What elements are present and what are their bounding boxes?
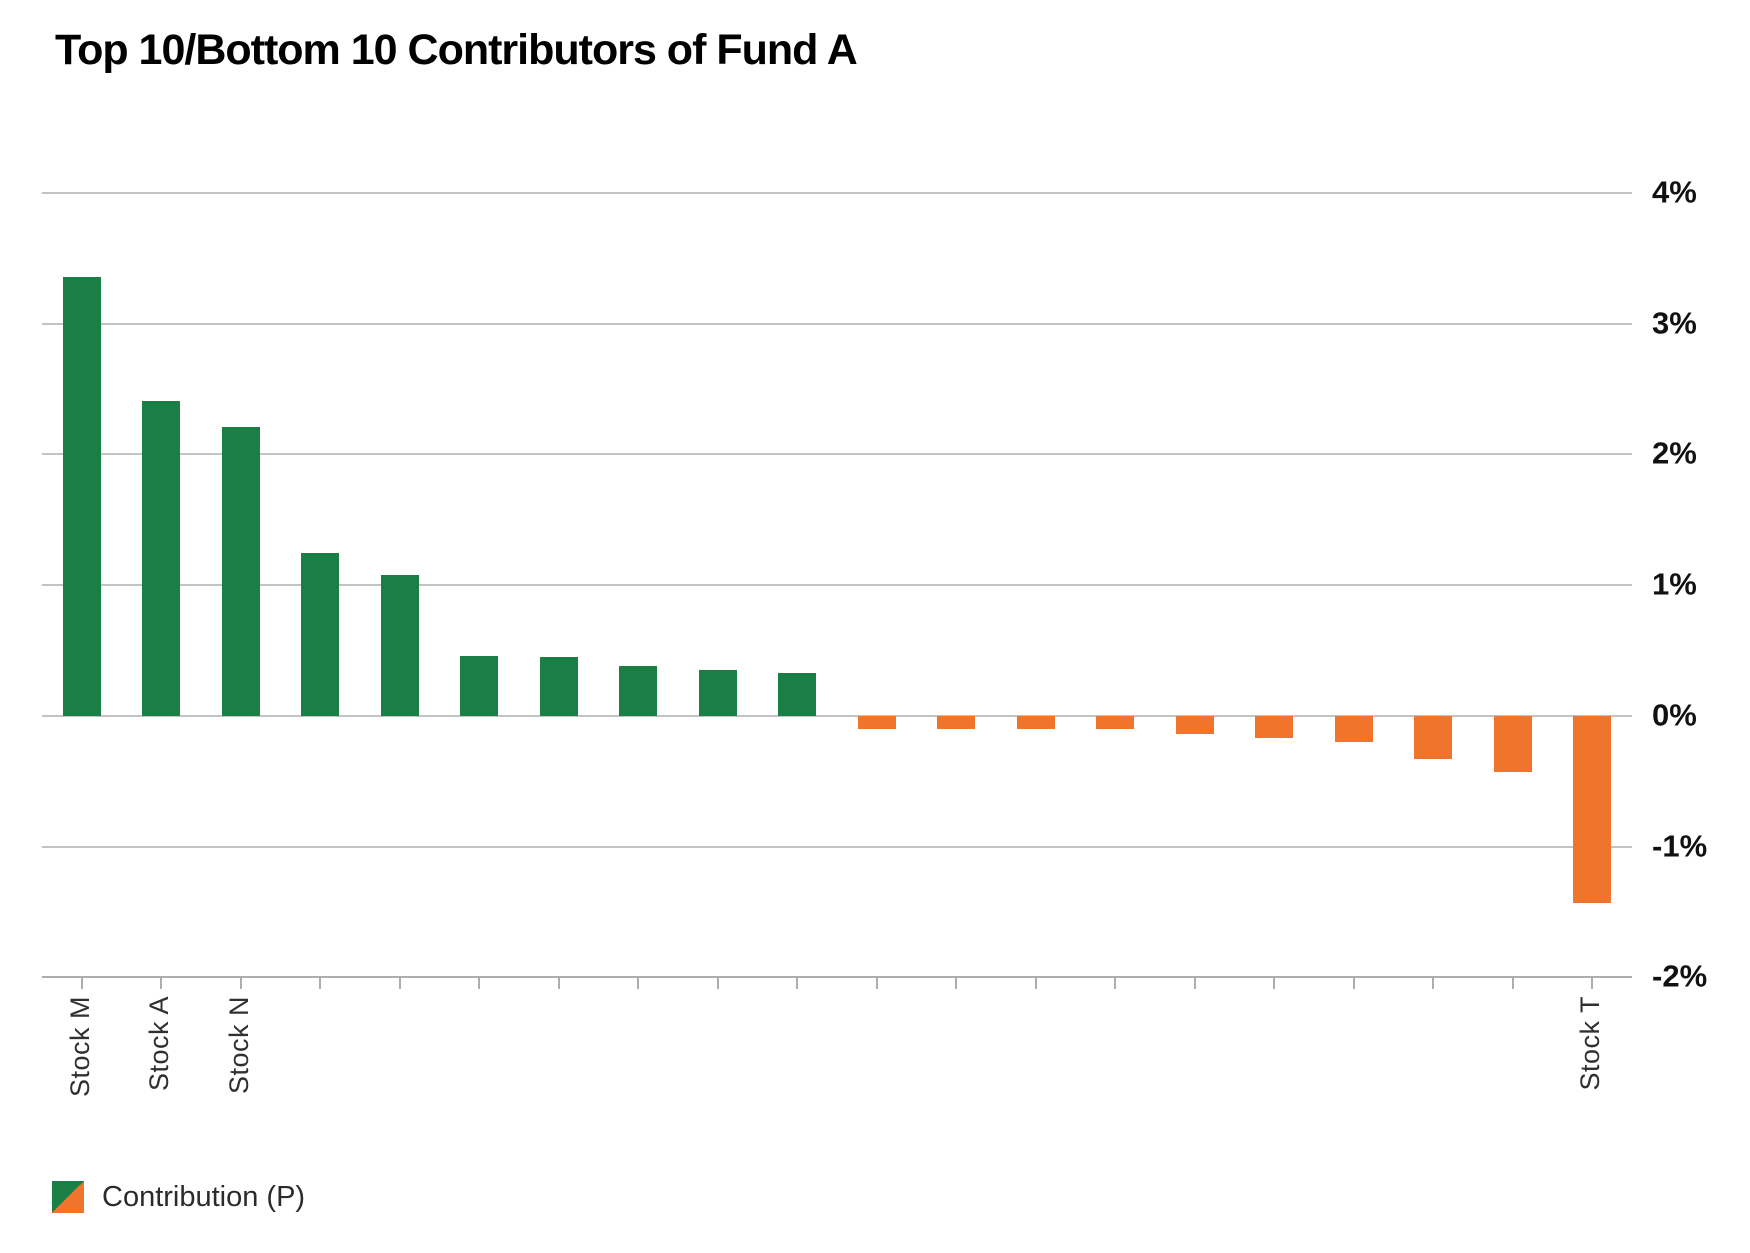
xtick-16 [1273,977,1276,989]
xtick-9 [716,977,719,989]
xtick-13 [1034,977,1037,989]
bar-4 [301,552,340,716]
bar-20-stock-t [1573,715,1612,903]
bar-17 [1334,715,1373,743]
bar-12 [937,715,976,729]
gridline-4pct [42,192,1632,194]
xtick-14 [1114,977,1117,989]
bar-3-stock-n [221,427,260,716]
xtick-15 [1193,977,1196,989]
gridline-neg2pct [42,976,1632,979]
xtick-17 [1352,977,1355,989]
xtick-1 [80,977,83,989]
bar-10 [778,672,817,716]
xtick-12 [955,977,958,989]
gridline-0pct [42,714,1632,717]
category-label-stock-n: Stock N [223,996,254,1095]
bar-2-stock-a [142,400,181,716]
bar-15 [1175,715,1214,735]
xtick-2 [160,977,163,989]
bar-9 [698,670,737,716]
ytick-label-2pct: 2% [1652,435,1697,471]
bar-1-stock-m [62,276,101,716]
xtick-10 [796,977,799,989]
ytick-label-neg1pct: -1% [1652,827,1708,863]
bar-11 [857,715,896,729]
xtick-4 [319,977,322,989]
bar-5 [380,574,419,716]
xtick-20 [1591,977,1594,989]
chart-title: Top 10/Bottom 10 Contributors of Fund A [55,26,858,74]
xtick-19 [1511,977,1514,989]
xtick-11 [875,977,878,989]
gridline-neg1pct [42,845,1632,848]
bar-19 [1493,715,1532,773]
xtick-6 [478,977,481,989]
chart-legend: Contribution (P) [52,1181,305,1213]
xtick-18 [1432,977,1435,989]
ytick-label-0pct: 0% [1652,697,1697,733]
legend-swatch-icon [52,1181,84,1213]
category-label-stock-t: Stock T [1575,996,1606,1091]
bar-14 [1096,715,1135,729]
ytick-label-neg2pct: -2% [1652,958,1708,994]
bar-6 [460,655,499,716]
category-label-stock-m: Stock M [64,996,95,1098]
gridline-1pct [42,584,1632,587]
category-label-stock-a: Stock A [144,996,175,1092]
bar-13 [1016,715,1055,729]
gridline-2pct [42,453,1632,456]
bar-7 [539,657,578,716]
bar-18 [1414,715,1453,760]
legend-label: Contribution (P) [102,1180,306,1213]
ytick-label-3pct: 3% [1652,304,1697,340]
bar-16 [1255,715,1294,739]
gridline-3pct [42,322,1632,325]
ytick-label-4pct: 4% [1652,174,1697,210]
bar-8 [619,666,658,716]
xtick-3 [239,977,242,989]
xtick-5 [398,977,401,989]
ytick-label-1pct: 1% [1652,566,1697,602]
xtick-7 [557,977,560,989]
xtick-8 [637,977,640,989]
